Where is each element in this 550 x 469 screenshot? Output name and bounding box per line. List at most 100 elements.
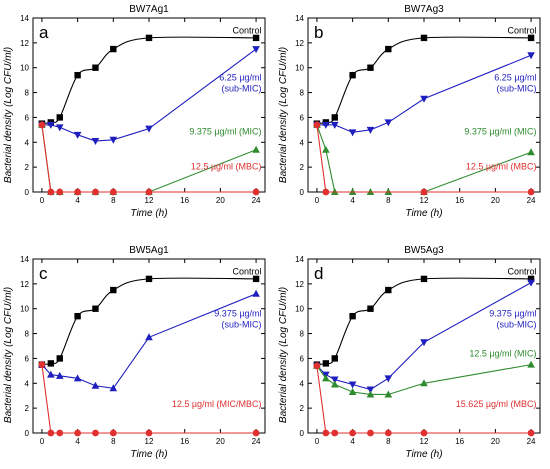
y-tick-label: 14	[20, 255, 29, 264]
data-point	[384, 429, 392, 437]
data-point	[322, 121, 330, 129]
data-point	[330, 380, 339, 388]
data-point	[92, 429, 99, 437]
x-tick-label: 12	[420, 437, 429, 446]
x-tick-label: 12	[145, 196, 154, 205]
y-tick-label: 0	[300, 429, 305, 438]
panel-letter: c	[39, 264, 48, 283]
y-tick-label: 10	[20, 64, 29, 73]
data-point	[330, 121, 339, 129]
data-point	[55, 124, 64, 132]
x-tick-label: 0	[315, 437, 320, 446]
data-point	[252, 275, 260, 283]
panel-letter: a	[39, 23, 49, 42]
data-point	[420, 34, 428, 42]
data-point	[331, 355, 338, 362]
series-3: 15.625 µg/ml (MBC)	[313, 362, 537, 437]
data-point	[527, 275, 535, 283]
series-label: 12.5 µg/ml (MBC)	[466, 161, 537, 171]
data-point	[47, 360, 55, 367]
series-label: (sub-MIC)	[222, 84, 262, 94]
data-point	[47, 429, 55, 437]
series-line	[316, 124, 532, 193]
x-tick-label: 16	[180, 437, 189, 446]
data-point	[420, 95, 428, 103]
data-point	[109, 188, 117, 196]
y-tick-label: 12	[295, 39, 304, 48]
series-label: 12.5 µg/ml (MIC/MBC)	[172, 399, 262, 409]
data-point	[367, 64, 374, 71]
series-label: Control	[508, 26, 537, 36]
series-label: 15.625 µg/ml (MBC)	[456, 399, 537, 409]
data-point	[527, 52, 535, 60]
data-point	[145, 333, 153, 341]
data-point	[56, 188, 64, 196]
data-point	[109, 136, 118, 144]
x-tick-label: 8	[386, 437, 391, 446]
data-point	[145, 188, 153, 196]
chart-title: BW7Ag1	[129, 4, 169, 15]
y-tick-label: 8	[300, 89, 305, 98]
data-point	[331, 429, 339, 437]
data-point	[322, 145, 330, 153]
data-point	[110, 286, 117, 294]
series-2: 12.5 µg/ml (MIC/MBC)	[38, 361, 262, 437]
y-tick-label: 6	[300, 354, 305, 363]
data-point	[92, 305, 99, 312]
data-point	[145, 34, 153, 42]
data-point	[56, 114, 63, 121]
y-tick-label: 8	[25, 89, 30, 98]
series-line	[316, 282, 532, 391]
y-tick-label: 2	[300, 163, 305, 172]
ylabel-bottom: Bacterial density (Log CFU/ml)	[3, 287, 14, 423]
data-point	[349, 71, 356, 79]
y-tick-label: 12	[295, 280, 304, 289]
y-tick-label: 12	[20, 280, 29, 289]
data-point	[527, 188, 535, 196]
series-1: 6.25 µg/ml(sub-MIC)	[313, 52, 537, 137]
y-tick-label: 10	[295, 64, 304, 73]
data-point	[109, 429, 117, 437]
x-tick-label: 20	[216, 437, 225, 446]
data-point	[322, 429, 330, 437]
data-point	[47, 121, 55, 129]
data-point	[366, 386, 375, 394]
x-tick-label: 4	[75, 196, 80, 205]
y-tick-label: 6	[300, 113, 305, 122]
data-point	[73, 374, 82, 382]
y-tick-label: 6	[25, 113, 30, 122]
data-point	[527, 148, 535, 156]
series-2: 9.375 µg/ml (MIC)	[313, 120, 537, 195]
data-point	[145, 275, 153, 283]
x-tick-label: 8	[111, 196, 116, 205]
y-tick-label: 4	[25, 379, 30, 388]
y-tick-label: 4	[300, 138, 305, 147]
data-point	[73, 131, 82, 139]
data-point	[74, 188, 82, 196]
data-point	[252, 145, 260, 153]
series-label: 9.375 µg/ml (MIC)	[189, 127, 261, 137]
series-label: 12.5 µg/ml (MBC)	[191, 161, 262, 171]
series-label: Control	[508, 267, 537, 277]
data-point	[56, 429, 64, 437]
data-point	[420, 339, 428, 347]
data-point	[91, 381, 100, 389]
data-point	[56, 355, 63, 362]
y-tick-label: 2	[25, 404, 30, 413]
data-point	[420, 275, 428, 283]
data-point	[38, 361, 46, 369]
series-label: (sub-MIC)	[497, 319, 537, 329]
data-point	[348, 381, 357, 389]
series-label: 9.375 µg/ml	[489, 308, 536, 318]
x-tick-label: 4	[75, 437, 80, 446]
data-point	[420, 188, 428, 196]
data-point	[110, 45, 117, 53]
x-tick-label: 24	[527, 196, 536, 205]
data-point	[322, 360, 330, 367]
data-point	[349, 312, 356, 320]
data-point	[385, 45, 392, 53]
